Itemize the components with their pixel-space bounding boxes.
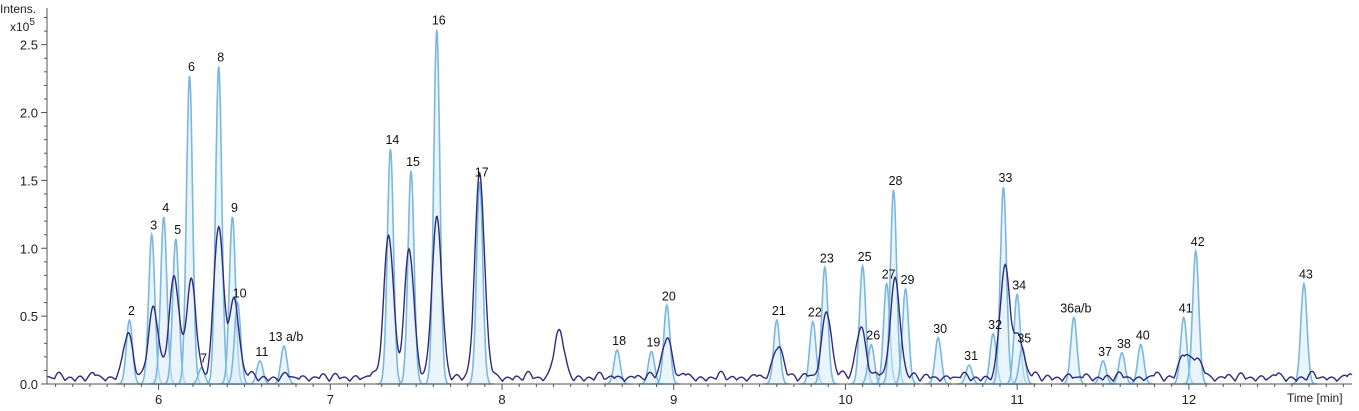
axis-frame (46, 8, 1352, 385)
peak-trace (465, 181, 494, 385)
peak-trace (1181, 248, 1210, 385)
y-tick-label: 0.5 (20, 309, 38, 324)
peak-trace (1290, 281, 1318, 385)
peak-label: 30 (933, 322, 947, 336)
peak-trace (955, 364, 983, 385)
peak-label: 11 (255, 345, 268, 359)
y-axis-scale-base: x10 (10, 20, 30, 34)
x-tick-label: 8 (498, 392, 505, 407)
peak-label: 27 (882, 268, 896, 282)
peak-label: 37 (1098, 345, 1112, 359)
peak-label: 21 (772, 304, 786, 318)
peak-label: 29 (901, 273, 915, 287)
y-tick-label: 1.5 (20, 173, 38, 188)
peak-trace (422, 29, 451, 385)
y-tick-label: 0.0 (20, 377, 38, 392)
x-axis-ticks: 6 7 8 9 10 11 12 (55, 384, 1344, 407)
x-tick-label: 11 (1010, 392, 1024, 407)
peak-label: 3 (150, 219, 157, 233)
peak-label: 7 (200, 352, 207, 366)
peak-label: 17 (475, 166, 489, 180)
peak-label: 41 (1179, 301, 1193, 315)
x-tick-label: 7 (327, 392, 334, 407)
peak-label: 35 (1017, 331, 1031, 345)
x-tick-label: 12 (1182, 392, 1196, 407)
y-tick-label: 1.0 (20, 241, 38, 256)
peak-label: 43 (1299, 268, 1313, 282)
peak-label: 42 (1191, 235, 1205, 249)
peak-label: 5 (174, 223, 181, 237)
peak-label: 16 (432, 14, 446, 28)
x-axis-title: Time [min] (1287, 391, 1343, 405)
peak-label: 26 (866, 329, 880, 343)
peak-label: 38 (1117, 337, 1131, 351)
y-axis-title: Intens. (0, 2, 36, 16)
x-tick-label: 10 (838, 392, 852, 407)
peak-label: 19 (646, 335, 660, 349)
peak-label: 14 (385, 133, 399, 147)
peak-trace (762, 318, 791, 385)
peak-label: 31 (964, 349, 978, 363)
x-tick-label: 6 (155, 392, 162, 407)
peak-label: 23 (820, 251, 834, 265)
peak-label: 20 (662, 289, 676, 303)
peak-label: 15 (406, 155, 420, 169)
peak-trace (1059, 315, 1088, 385)
peak-label: 4 (162, 201, 169, 215)
y-tick-label: 2.5 (20, 38, 38, 53)
peak-label: 6 (188, 60, 195, 74)
total-trace-line (46, 171, 1353, 383)
peak-label: 36a/b (1060, 301, 1091, 315)
peak-label: 18 (612, 334, 626, 348)
trace-layer (46, 29, 1353, 385)
peak-label: 34 (1012, 278, 1026, 292)
peak-trace (397, 170, 425, 385)
peak-label: 10 (233, 287, 247, 301)
peak-label: 25 (858, 250, 872, 264)
y-axis-scale-exponent: 5 (29, 17, 35, 28)
peak-label: 33 (998, 171, 1012, 185)
peak-label: 28 (889, 174, 903, 188)
peak-label: 8 (217, 50, 224, 64)
peak-label: 22 (808, 306, 822, 320)
y-axis-scale: x105 (10, 17, 35, 34)
peak-trace (270, 344, 298, 385)
peak-label: 40 (1136, 329, 1150, 343)
axes (46, 8, 1352, 385)
x-tick-label: 9 (670, 392, 677, 407)
peak-label: 9 (231, 201, 238, 215)
y-axis-ticks: 0.0 0.5 1.0 1.5 2.0 2.5 (20, 17, 47, 392)
peak-label: 32 (988, 318, 1002, 332)
peak-trace (810, 264, 839, 385)
peak-label: 2 (128, 304, 135, 318)
y-tick-label: 2.0 (20, 106, 38, 121)
peak-label: 13 a/b (269, 330, 304, 344)
